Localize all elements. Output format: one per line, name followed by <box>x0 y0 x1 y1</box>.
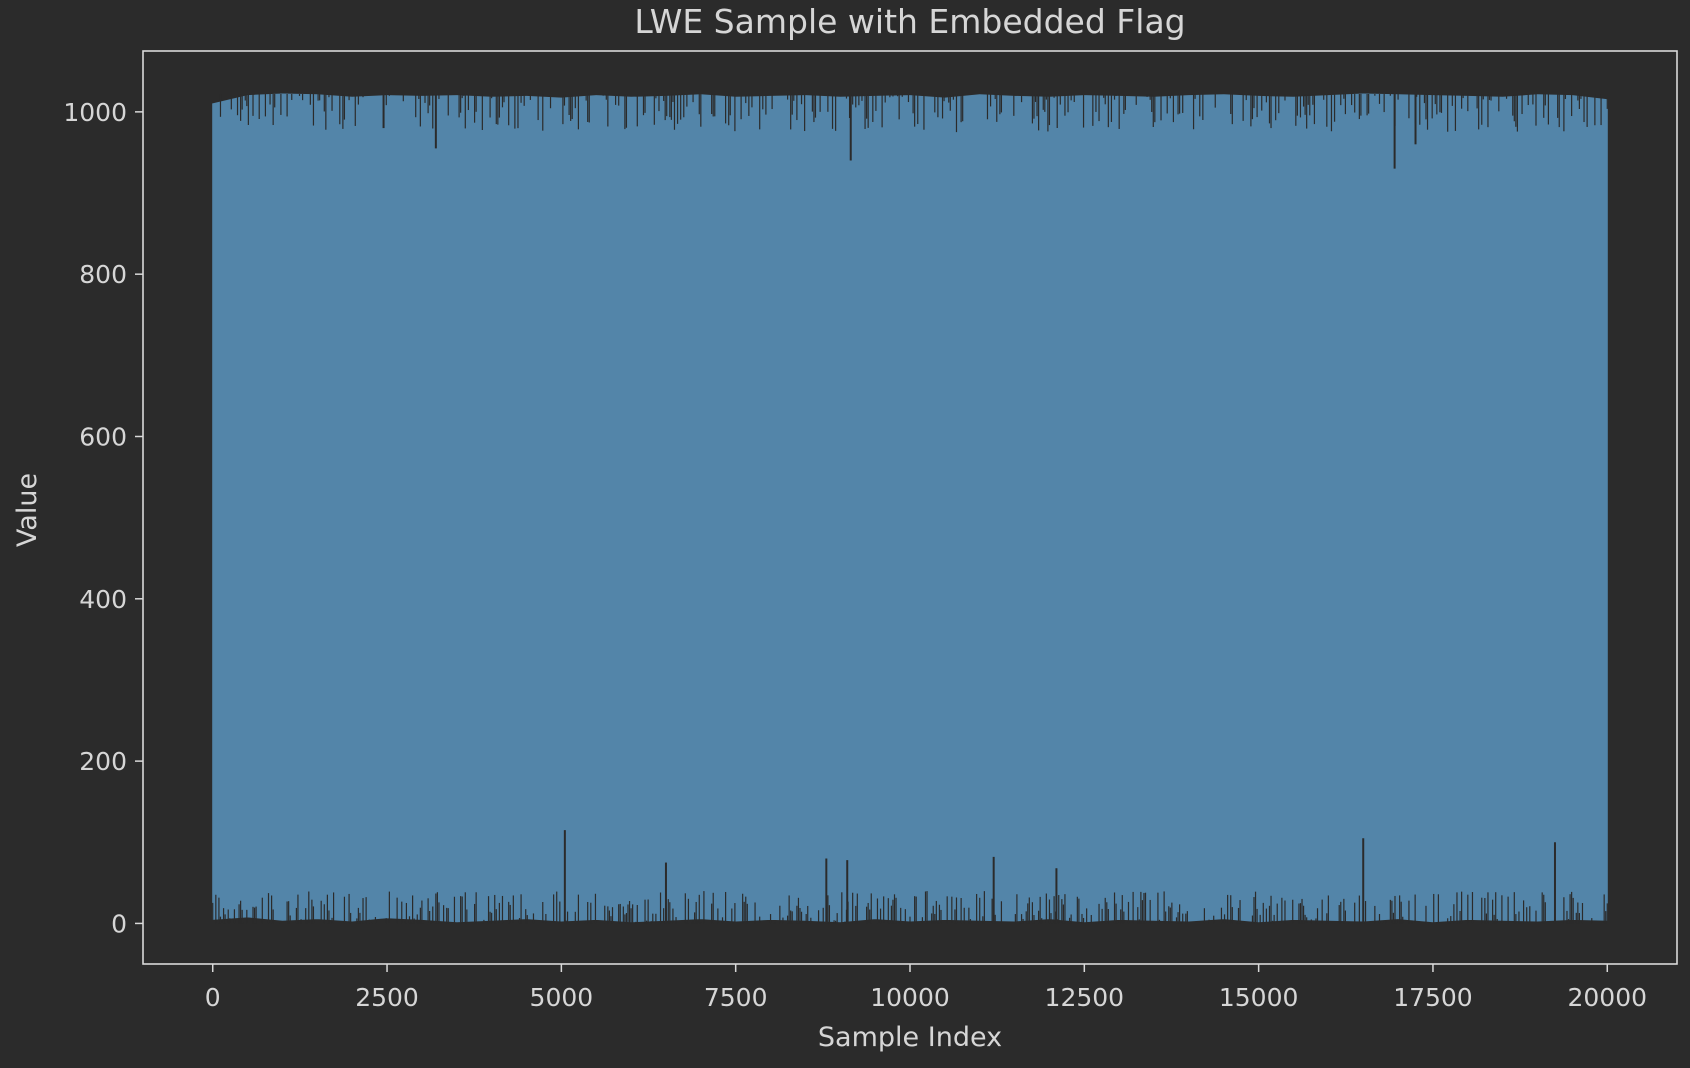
series-layer <box>212 93 1608 924</box>
x-tick-label: 12500 <box>1045 983 1125 1012</box>
y-tick-label: 600 <box>79 422 127 451</box>
x-axis-ticks: 0 2500 5000 7500 10000 12500 15000 17500 20000 <box>205 964 1647 1012</box>
y-tick-label: 0 <box>111 909 127 938</box>
series-edge-texture <box>212 94 1608 924</box>
y-axis-label: Value <box>12 473 43 547</box>
x-tick-label: 2500 <box>355 983 419 1012</box>
x-tick-label: 7500 <box>704 983 768 1012</box>
y-tick-label: 1000 <box>63 98 127 127</box>
series-band <box>212 93 1608 923</box>
x-tick-label: 17500 <box>1393 983 1473 1012</box>
y-axis-ticks: 0 200 400 600 800 1000 <box>63 98 143 938</box>
x-tick-label: 15000 <box>1219 983 1299 1012</box>
x-tick-label: 5000 <box>530 983 594 1012</box>
x-tick-label: 20000 <box>1568 983 1648 1012</box>
y-tick-label: 400 <box>79 585 127 614</box>
y-tick-label: 200 <box>79 747 127 776</box>
chart-title: LWE Sample with Embedded Flag <box>634 2 1185 41</box>
y-tick-label: 800 <box>79 260 127 289</box>
x-tick-label: 0 <box>205 983 221 1012</box>
x-tick-label: 10000 <box>870 983 950 1012</box>
x-axis-label: Sample Index <box>818 1022 1002 1053</box>
